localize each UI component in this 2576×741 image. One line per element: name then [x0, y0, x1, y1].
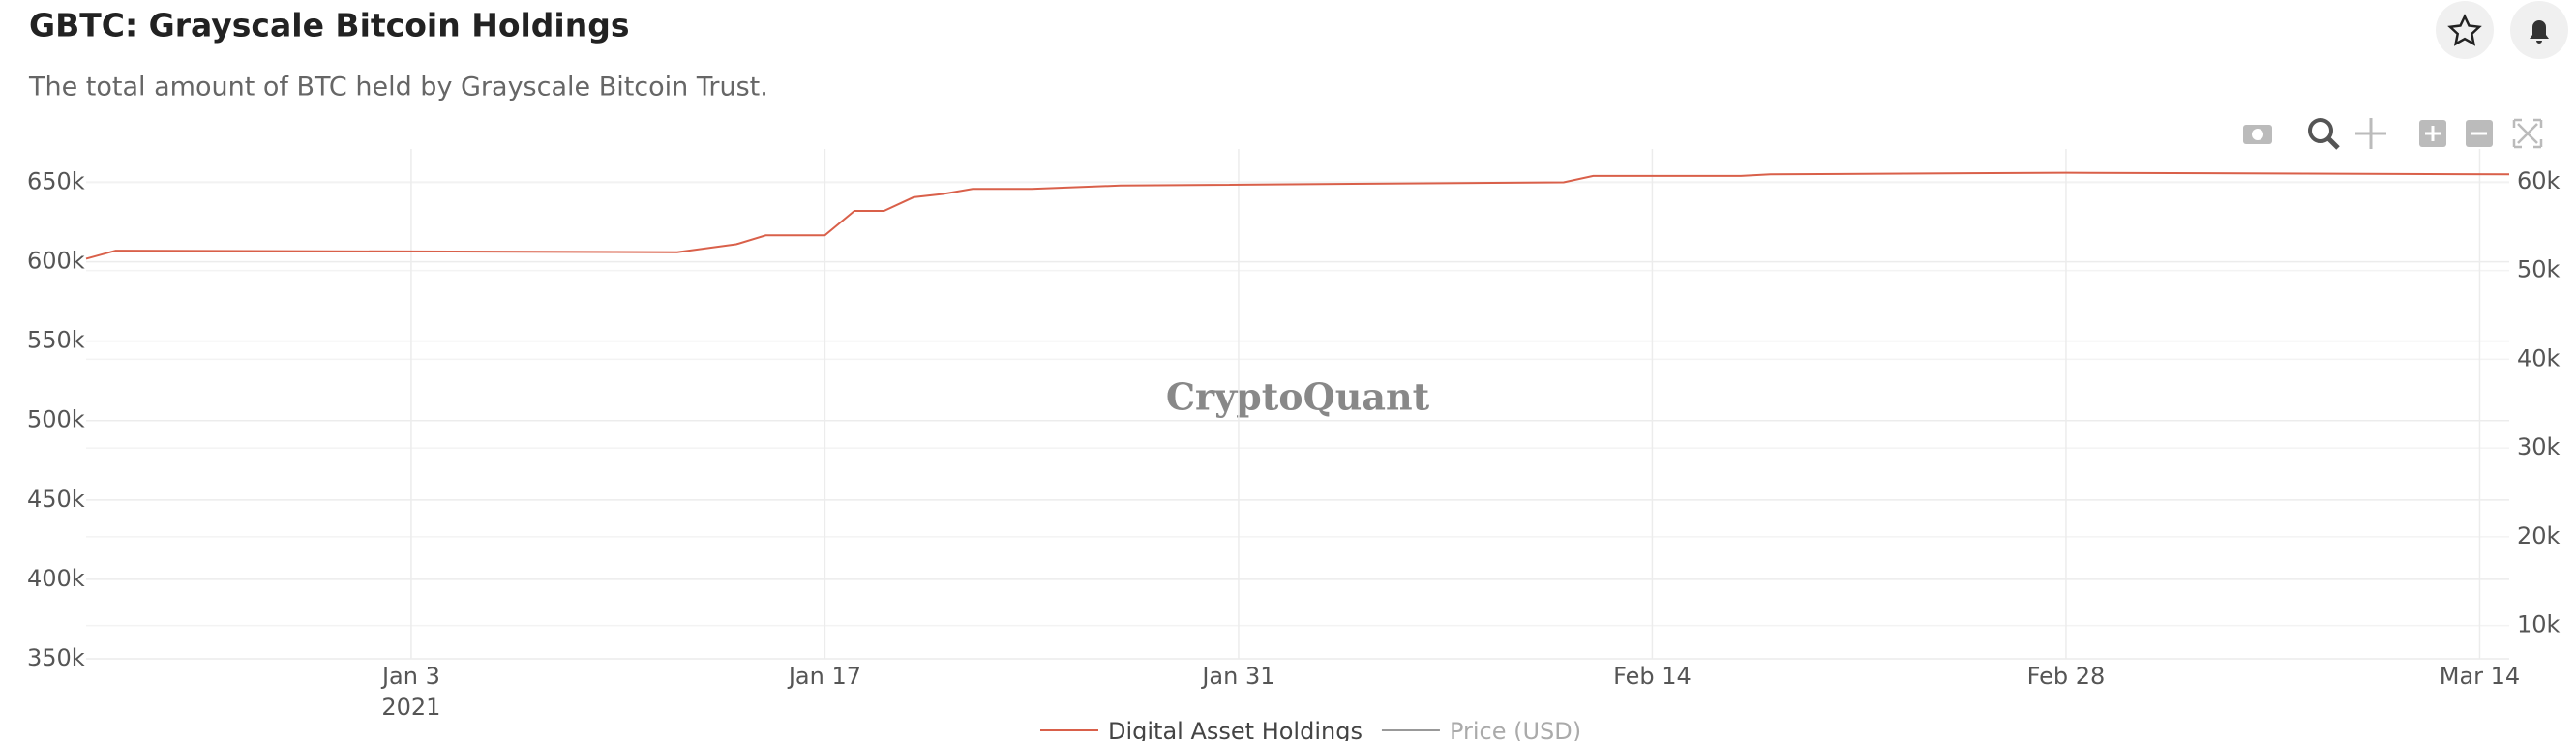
y2-tick-label: 50k: [2517, 256, 2561, 283]
legend-label[interactable]: Price (USD): [1450, 718, 1581, 741]
y2-tick-label: 20k: [2517, 522, 2561, 549]
x-tick-label: Jan 31: [1200, 663, 1274, 690]
x-tick-sublabel: 2021: [381, 694, 440, 721]
x-tick-label: Jan 17: [787, 663, 861, 690]
y-tick-label: 550k: [27, 327, 85, 354]
chart-subtitle: The total amount of BTC held by Grayscal…: [28, 73, 768, 103]
x-tick-label: Feb 14: [1613, 663, 1692, 690]
y-tick-label: 450k: [27, 486, 85, 513]
line-series: [85, 171, 2510, 260]
chart-title: GBTC: Grayscale Bitcoin Holdings: [29, 7, 630, 44]
toolbar[interactable]: [2243, 118, 2543, 150]
x-tick-label: Mar 14: [2440, 663, 2520, 690]
y-tick-label: 350k: [27, 644, 85, 671]
x-tick-label: Feb 28: [2027, 663, 2106, 690]
y2-tick-label: 40k: [2517, 344, 2561, 371]
y-tick-label: 500k: [27, 406, 85, 433]
star-button[interactable]: [2436, 1, 2494, 59]
legend-label[interactable]: Digital Asset Holdings: [1108, 718, 1363, 741]
y-tick-label: 400k: [27, 565, 85, 592]
y2-tick-label: 60k: [2517, 167, 2561, 194]
bell-button[interactable]: [2510, 1, 2568, 59]
y-tick-label: 600k: [27, 248, 85, 275]
y2-tick-label: 30k: [2517, 433, 2561, 460]
y2-tick-label: 10k: [2517, 611, 2561, 638]
watermark: CryptoQuant: [1166, 375, 1430, 419]
x-tick-label: Jan 3: [380, 663, 440, 690]
y-tick-label: 650k: [27, 167, 85, 194]
